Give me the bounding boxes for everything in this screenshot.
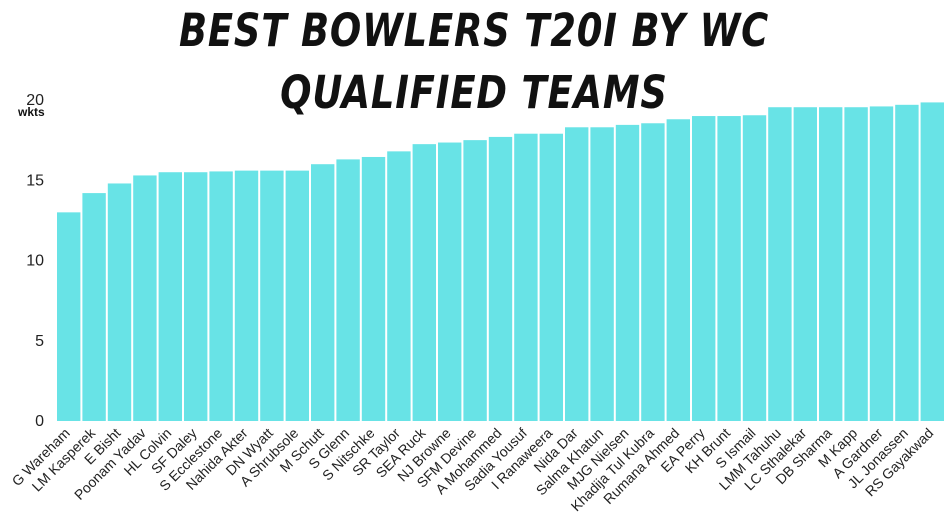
y-tick-label: 0 [35,413,44,430]
bar [311,164,335,421]
bar [361,156,386,422]
bar [514,133,538,421]
bar [844,107,868,421]
bar [285,170,309,421]
y-axis: 0 5 10 15 20 [26,92,44,430]
y-tick-label: 5 [35,333,44,350]
bar [158,172,182,421]
bar [209,171,233,421]
y-tick-label: 10 [26,253,44,270]
bar [793,107,817,421]
bar [666,119,690,421]
chart-title: BEST BOWLERS T20I BY WC QUALIFIED TEAMS [178,4,770,119]
bar [336,159,360,421]
y-axis-unit-label: wkts [17,105,45,119]
bar [641,123,665,422]
bar [260,170,284,421]
bar [463,140,487,422]
bar [717,116,741,422]
bar [742,115,767,421]
bar [539,133,563,421]
bar [412,144,436,421]
bar [768,107,792,421]
bar [819,107,843,421]
bar [82,193,106,421]
bar [107,183,132,421]
bar [590,127,614,421]
bar [438,142,462,421]
bar [133,175,157,421]
bar [565,127,589,421]
bars [57,102,944,422]
bar [234,170,259,421]
bar [184,172,208,421]
bar [615,124,640,421]
y-tick-label: 15 [26,172,44,189]
y-tick-label: 20 [26,92,44,109]
bar [920,102,944,421]
bar [895,104,919,421]
bar [488,136,513,422]
bar [57,212,81,421]
bar [387,151,411,422]
bar [869,106,894,422]
bar [692,116,716,422]
